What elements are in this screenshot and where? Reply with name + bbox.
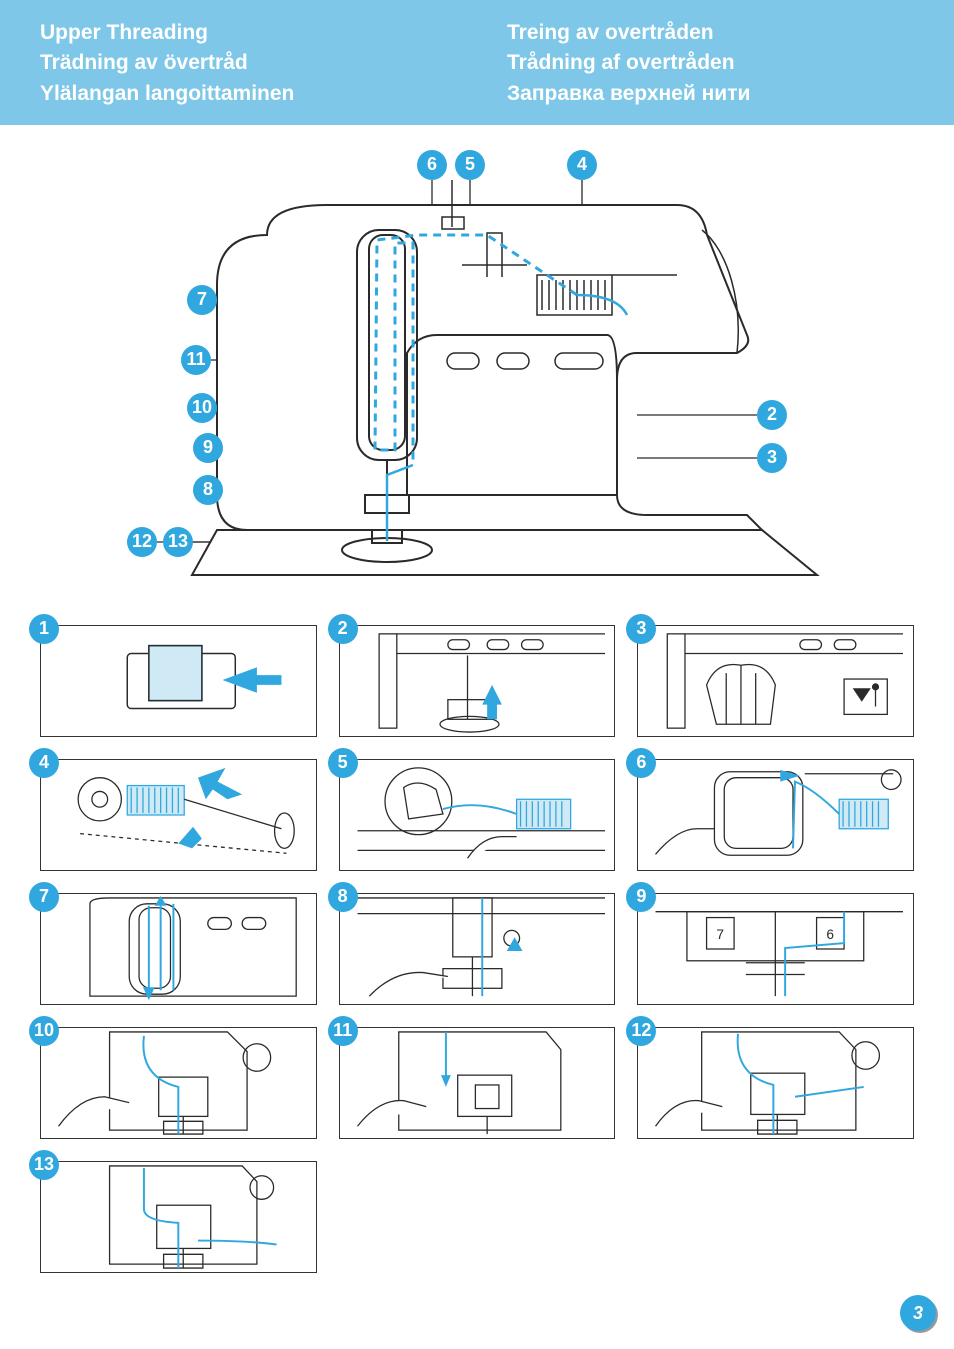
step-6-label: 6 [626, 748, 656, 778]
title-no: Treing av overtråden [507, 20, 914, 46]
step-4: 4 [40, 759, 317, 871]
main-diagram: 6 5 4 7 11 10 9 8 12 13 2 3 [117, 135, 837, 605]
callout-4: 4 [567, 150, 597, 180]
callout-6: 6 [417, 150, 447, 180]
callout-8: 8 [193, 475, 223, 505]
step-6: 6 [637, 759, 914, 871]
svg-text:6: 6 [827, 927, 835, 942]
header-left-column: Upper Threading Trädning av övertråd Ylä… [40, 20, 447, 107]
empty-cell [637, 1161, 914, 1273]
callout-3: 3 [757, 443, 787, 473]
step-4-label: 4 [29, 748, 59, 778]
callout-5: 5 [455, 150, 485, 180]
header-right-column: Treing av overtråden Trådning af overtrå… [507, 20, 914, 107]
step-8-label: 8 [328, 882, 358, 912]
callout-10: 10 [187, 393, 217, 423]
title-da: Trådning af overtråden [507, 50, 914, 76]
step-7: 7 [40, 893, 317, 1005]
step-13-label: 13 [29, 1150, 59, 1180]
step-5-label: 5 [328, 748, 358, 778]
step-2: 2 [339, 625, 616, 737]
title-en: Upper Threading [40, 20, 447, 46]
header-banner: Upper Threading Trädning av övertråd Ylä… [0, 0, 954, 125]
step-grid: 1 2 3 [0, 625, 954, 1273]
step-1: 1 [40, 625, 317, 737]
step-8: 8 [339, 893, 616, 1005]
page-number: 3 [900, 1295, 936, 1331]
callout-9: 9 [193, 433, 223, 463]
step-10-label: 10 [29, 1016, 59, 1046]
step-10: 10 [40, 1027, 317, 1139]
step-12-label: 12 [626, 1016, 656, 1046]
step-9-label: 9 [626, 882, 656, 912]
step-11-label: 11 [328, 1016, 358, 1046]
step-7-label: 7 [29, 882, 59, 912]
sewing-machine-diagram [117, 135, 837, 605]
step-9: 9 7 6 [637, 893, 914, 1005]
callout-13: 13 [163, 527, 193, 557]
title-fi: Ylälangan langoittaminen [40, 81, 447, 107]
empty-cell [339, 1161, 616, 1273]
step-5: 5 [339, 759, 616, 871]
title-sv: Trädning av övertråd [40, 50, 447, 76]
svg-text:7: 7 [717, 927, 725, 942]
step-2-label: 2 [328, 614, 358, 644]
step-12: 12 [637, 1027, 914, 1139]
step-1-label: 1 [29, 614, 59, 644]
step-13: 13 [40, 1161, 317, 1273]
callout-11: 11 [181, 345, 211, 375]
step-3-label: 3 [626, 614, 656, 644]
step-3: 3 [637, 625, 914, 737]
callout-12: 12 [127, 527, 157, 557]
callout-7: 7 [187, 285, 217, 315]
title-ru: Заправка верхней нити [507, 81, 914, 107]
callout-2: 2 [757, 400, 787, 430]
step-11: 11 [339, 1027, 616, 1139]
